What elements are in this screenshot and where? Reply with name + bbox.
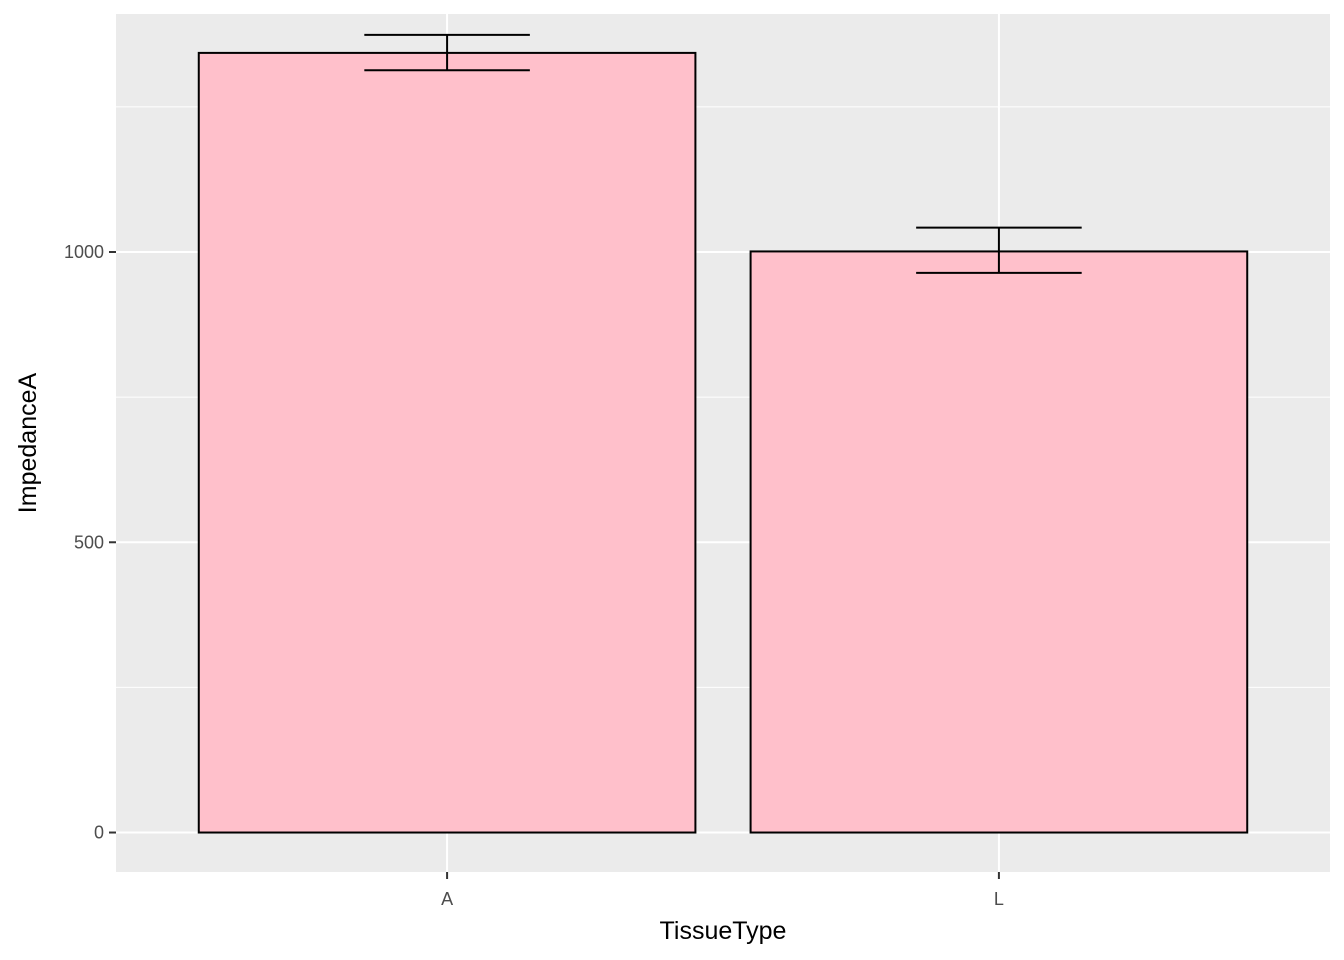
x-tick-label: A: [441, 889, 453, 909]
bar-A: [197, 51, 697, 834]
bar-L: [749, 250, 1249, 834]
axes: 0 500 1000 A L: [64, 242, 1004, 909]
y-tick-label: 1000: [64, 242, 104, 262]
y-tick-label: 0: [94, 823, 104, 843]
bars: [197, 51, 1249, 834]
x-tick-label: L: [994, 889, 1004, 909]
y-tick-label: 500: [74, 532, 104, 552]
y-axis-title: ImpedanceA: [14, 372, 42, 513]
x-axis-title: TissueType: [660, 917, 787, 945]
error-bars: [364, 33, 1082, 274]
